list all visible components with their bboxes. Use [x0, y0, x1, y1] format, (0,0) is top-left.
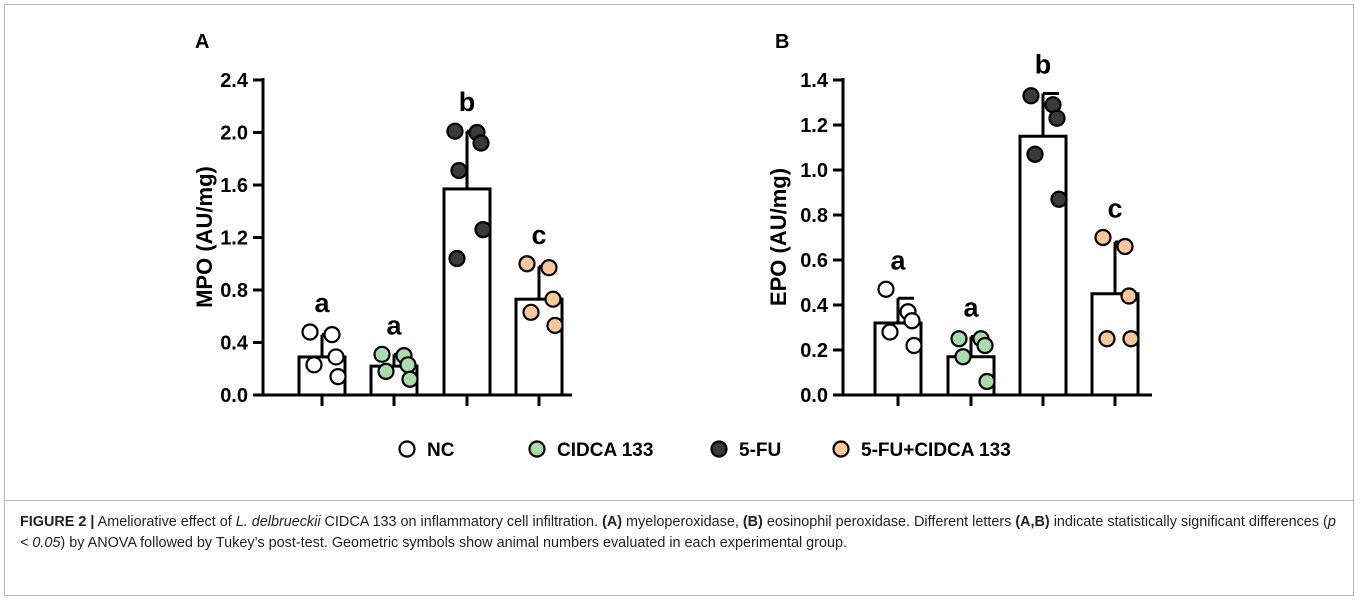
- data-point-cidca-133: [373, 345, 391, 363]
- legend-marker-nc: [398, 440, 416, 458]
- legend-label-5-fu-cidca-133: 5-FU+CIDCA 133: [861, 440, 1011, 461]
- data-point-5-fu-cidca-133: [544, 290, 562, 308]
- caption-text: CIDCA 133 on inflammatory cell infiltrat…: [320, 514, 603, 530]
- data-point-cidca-133: [978, 372, 996, 391]
- caption-label: FIGURE 2 |: [20, 514, 95, 530]
- data-point-cidca-133: [950, 330, 968, 348]
- bar-5-fu: [1018, 134, 1068, 397]
- data-point-nc: [327, 348, 345, 366]
- data-point-nc: [881, 323, 899, 341]
- significance-letter: a: [386, 310, 402, 340]
- data-point-5-fu-cidca-133: [518, 255, 536, 273]
- data-point-5-fu-cidca-133: [1120, 287, 1138, 305]
- panel-b-epo-chart: B EPO (AU/mg) 0.0 0.2 0.4 0.6 0.8 1.0 1.2 1.4 a a b c: [766, 31, 1152, 407]
- legend-label-5-fu: 5-FU: [739, 440, 781, 461]
- caption-text: eosinophil peroxidase. Different letters: [762, 514, 1016, 530]
- caption-text: indicate statistically significant diffe…: [1049, 514, 1328, 530]
- y-tick-label: 0.4: [800, 295, 829, 317]
- significance-letter: b: [1035, 50, 1052, 80]
- y-tick-label: 1.6: [220, 175, 248, 197]
- legend-marker-cidca-133: [528, 440, 546, 458]
- data-point-cidca-133: [401, 370, 419, 388]
- panel-a-mpo-chart: A MPO (AU/mg) 0.0 0.4 0.8 1.2 1.6 2.0 2.4 a a b c: [192, 31, 572, 407]
- bar-5-fu: [442, 187, 492, 397]
- legend-marker-5-fu: [710, 440, 728, 458]
- data-point-5-fu: [450, 161, 468, 180]
- data-point-nc: [905, 336, 923, 355]
- caption-ref-a: (A): [602, 514, 623, 530]
- figure-caption: FIGURE 2 | Ameliorative effect of L. del…: [20, 512, 1340, 554]
- y-tick-label: 0.8: [220, 280, 248, 302]
- data-point-5-fu-cidca-133: [1122, 330, 1140, 348]
- caption-ref-b: (B): [742, 514, 763, 530]
- data-point-5-fu: [1022, 87, 1040, 105]
- data-point-nc: [301, 323, 319, 341]
- caption-text: Ameliorative effect of: [94, 514, 236, 530]
- data-point-5-fu: [446, 122, 464, 140]
- data-point-5-fu-cidca-133: [1098, 330, 1116, 348]
- y-tick-label: 0.0: [800, 385, 828, 407]
- significance-letter: a: [963, 293, 979, 323]
- data-point-5-fu-cidca-133: [522, 303, 540, 321]
- significance-letter: a: [890, 245, 906, 275]
- y-tick-label: 0.0: [220, 385, 248, 407]
- significance-letter: b: [459, 87, 476, 117]
- data-point-5-fu: [1050, 190, 1068, 208]
- significance-letter: c: [1107, 194, 1122, 224]
- data-point-5-fu-cidca-133: [546, 316, 564, 335]
- data-point-nc: [903, 312, 921, 330]
- y-tick-label: 1.2: [800, 115, 828, 137]
- data-point-5-fu: [1026, 145, 1044, 163]
- caption-text: ) by ANOVA followed by Tukey’s post-test…: [60, 535, 847, 551]
- data-point-nc: [305, 356, 323, 374]
- data-point-5-fu-cidca-133: [1116, 237, 1134, 256]
- panel-label: A: [195, 31, 209, 53]
- legend-label-cidca-133: CIDCA 133: [557, 440, 653, 461]
- data-point-cidca-133: [954, 348, 972, 366]
- data-point-5-fu-cidca-133: [1094, 228, 1112, 247]
- data-point-nc: [877, 280, 895, 298]
- data-point-5-fu: [472, 134, 490, 152]
- significance-letter: a: [314, 288, 330, 318]
- caption-p-value: p < 0.05: [20, 514, 1336, 551]
- y-tick-label: 2.0: [220, 123, 248, 145]
- y-tick-label: 0.8: [800, 205, 828, 227]
- data-point-5-fu: [1048, 109, 1066, 127]
- caption-divider: [4, 500, 1354, 501]
- data-point-cidca-133: [377, 362, 395, 380]
- data-point-5-fu: [448, 249, 466, 268]
- y-axis-label: EPO (AU/mg): [766, 168, 791, 306]
- data-point-5-fu-cidca-133: [540, 259, 558, 277]
- data-point-nc: [329, 368, 347, 386]
- caption-text: myeloperoxidase,: [622, 514, 743, 530]
- caption-ref-ab: (A,B): [1015, 514, 1050, 530]
- figure-svg: A MPO (AU/mg) 0.0 0.4 0.8 1.2 1.6 2.0 2.4 a a b c B E…: [192, 31, 1152, 461]
- data-point-cidca-133: [399, 356, 417, 374]
- legend-label-nc: NC: [427, 440, 455, 461]
- legend: NC CIDCA 133 5-FU 5-FU+CIDCA 133: [398, 440, 1011, 461]
- y-axis-label: MPO (AU/mg): [192, 166, 217, 308]
- y-tick-label: 0.2: [800, 340, 828, 362]
- legend-marker-5-fu-cidca-133: [832, 440, 850, 458]
- y-tick-label: 1.2: [220, 228, 248, 250]
- y-tick-label: 1.0: [800, 160, 828, 182]
- data-point-cidca-133: [976, 336, 994, 355]
- panel-label: B: [775, 31, 789, 53]
- caption-species: L. delbrueckii: [235, 514, 321, 530]
- y-tick-label: 2.4: [220, 70, 249, 92]
- y-tick-label: 0.6: [800, 250, 828, 272]
- y-tick-label: 1.4: [800, 70, 829, 92]
- data-point-nc: [323, 326, 341, 344]
- y-tick-label: 0.4: [220, 333, 249, 355]
- data-point-5-fu: [474, 221, 492, 239]
- significance-letter: c: [531, 220, 546, 250]
